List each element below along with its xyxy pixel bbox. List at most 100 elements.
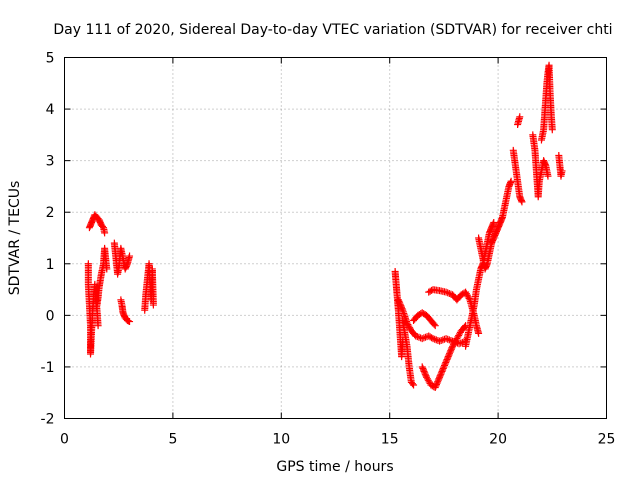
data-point	[436, 373, 444, 381]
data-point	[126, 318, 134, 326]
data-point	[490, 219, 498, 227]
x-tick-label: 20	[489, 432, 507, 448]
data-point	[445, 351, 453, 359]
plot-frame	[64, 57, 607, 419]
data-point	[394, 296, 402, 304]
data-point	[444, 353, 452, 361]
data-point	[412, 332, 420, 340]
data-point	[418, 363, 426, 371]
data-point	[431, 322, 439, 330]
axis-ticks: 0 5 10 15 20 25 -2 -1 0 1 2 3 4 5	[41, 51, 616, 448]
data-points	[84, 61, 566, 392]
data-point	[434, 376, 442, 384]
data-point	[548, 126, 556, 134]
data-point	[436, 337, 444, 345]
data-point	[413, 333, 421, 341]
x-tick-label: 0	[60, 432, 69, 448]
data-point	[434, 378, 442, 386]
data-point	[444, 289, 452, 297]
data-point	[419, 366, 427, 374]
data-point	[442, 335, 450, 343]
data-point	[475, 329, 483, 337]
y-tick-label: 4	[46, 102, 55, 118]
data-point	[422, 372, 430, 380]
y-axis-label: SDTVAR / TECUs	[7, 181, 23, 296]
data-point	[465, 294, 473, 302]
data-point	[441, 360, 449, 368]
data-point	[438, 367, 446, 375]
data-point	[446, 348, 454, 356]
data-point	[432, 382, 440, 390]
data-point	[101, 229, 109, 237]
data-point	[428, 334, 436, 342]
data-point	[415, 333, 423, 341]
data-point	[430, 320, 438, 328]
grid-lines	[64, 57, 607, 419]
data-point	[507, 177, 515, 185]
data-point	[440, 363, 448, 371]
data-point	[419, 364, 427, 372]
data-point	[445, 289, 453, 297]
data-point	[429, 335, 437, 343]
data-point	[397, 303, 405, 311]
chart-title: Day 111 of 2020, Sidereal Day-to-day VTE…	[53, 22, 612, 38]
data-point	[149, 301, 157, 309]
data-point	[431, 384, 439, 392]
data-point	[395, 297, 403, 305]
data-point	[421, 370, 429, 378]
data-point	[447, 347, 455, 355]
y-tick-label: -1	[41, 360, 55, 376]
data-point	[126, 252, 134, 260]
data-point	[436, 372, 444, 380]
data-point	[396, 300, 404, 308]
data-point	[444, 354, 452, 362]
data-point	[444, 335, 452, 343]
data-point	[441, 361, 449, 369]
data-point	[442, 359, 450, 367]
data-point	[544, 172, 552, 180]
y-tick-label: 5	[46, 51, 55, 67]
data-point	[437, 336, 445, 344]
x-axis-label: GPS time / hours	[276, 459, 393, 475]
data-point	[420, 334, 428, 342]
data-point	[443, 356, 451, 364]
data-point	[439, 336, 447, 344]
data-point	[516, 113, 524, 121]
data-point	[518, 198, 526, 206]
y-tick-label: -2	[41, 412, 55, 428]
x-tick-label: 25	[598, 432, 616, 448]
data-point	[432, 336, 440, 344]
data-point	[420, 367, 428, 375]
data-point	[421, 369, 429, 377]
y-tick-label: 1	[46, 257, 55, 273]
data-point	[435, 375, 443, 383]
data-point	[439, 364, 447, 372]
data-point	[432, 381, 440, 389]
data-point	[431, 335, 439, 343]
data-point	[442, 288, 450, 296]
data-point	[94, 322, 102, 330]
y-tick-label: 3	[46, 154, 55, 170]
data-point	[558, 167, 566, 175]
data-point	[418, 335, 426, 343]
data-point	[447, 345, 455, 353]
data-point	[439, 366, 447, 374]
data-point	[396, 299, 404, 307]
data-point	[442, 357, 450, 365]
data-point	[437, 370, 445, 378]
y-tick-label: 2	[46, 205, 55, 221]
data-point	[433, 379, 441, 387]
data-point	[98, 222, 106, 230]
data-point	[398, 305, 406, 313]
data-point	[437, 369, 445, 377]
data-point	[445, 336, 453, 344]
data-point	[410, 381, 418, 389]
x-tick-label: 10	[272, 432, 290, 448]
data-point	[408, 380, 416, 388]
x-tick-label: 15	[381, 432, 399, 448]
data-point	[103, 265, 111, 273]
data-point	[397, 302, 405, 310]
y-tick-label: 0	[46, 308, 55, 324]
data-point	[445, 350, 453, 358]
